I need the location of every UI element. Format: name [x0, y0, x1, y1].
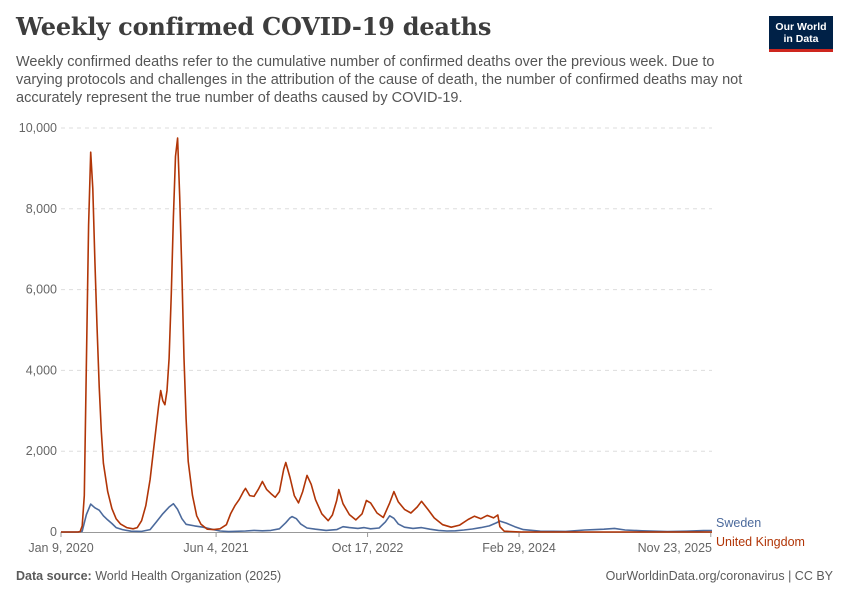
y-tick-label: 2,000 [26, 444, 57, 458]
footer-link[interactable]: OurWorldinData.org/coronavirus | CC BY [605, 569, 833, 583]
x-tick-label: Jun 4, 2021 [183, 541, 248, 555]
x-tick-label: Nov 23, 2025 [638, 541, 712, 555]
series-label-sweden: Sweden [716, 516, 761, 530]
chart-title: Weekly confirmed COVID-19 deaths [16, 12, 492, 41]
data-source-text[interactable]: World Health Organization (2025) [95, 569, 282, 583]
x-tick-label: Feb 29, 2024 [482, 541, 556, 555]
owid-logo[interactable]: Our World in Data [769, 16, 833, 52]
logo-line-1: Our World [775, 21, 827, 33]
x-tick-label: Jan 9, 2020 [28, 541, 93, 555]
series-label-united-kingdom: United Kingdom [716, 535, 805, 549]
x-tick-label: Oct 17, 2022 [332, 541, 404, 555]
y-tick-label: 0 [50, 525, 57, 539]
chart-subtitle: Weekly confirmed deaths refer to the cum… [16, 54, 743, 106]
y-tick-label: 10,000 [19, 121, 57, 135]
logo-line-2: in Data [783, 33, 819, 45]
y-tick-label: 6,000 [26, 283, 57, 297]
data-source-label: Data source: [16, 569, 92, 583]
series-line-united-kingdom [61, 137, 712, 533]
y-tick-label: 4,000 [26, 363, 57, 377]
series-line-sweden [61, 502, 713, 533]
data-source: Data source: World Health Organization (… [16, 569, 281, 583]
y-tick-label: 8,000 [26, 202, 57, 216]
